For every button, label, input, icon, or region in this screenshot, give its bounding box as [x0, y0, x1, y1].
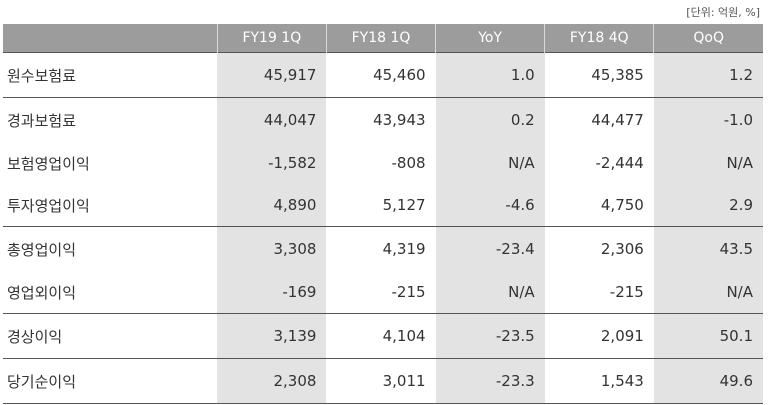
cell-fy19-1q: 2,308: [217, 358, 327, 404]
row-label: 경상이익: [3, 313, 218, 359]
cell-fy18-1q: 4,104: [326, 313, 436, 359]
table-row: 총영업이익 3,308 4,319 -23.4 2,306 43.5: [3, 226, 763, 271]
table-row: 경상이익 3,139 4,104 -23.5 2,091 50.1: [3, 313, 763, 359]
table-row: 원수보험료 45,917 45,460 1.0 45,385 1.2: [3, 52, 763, 98]
financial-table: FY19 1Q FY18 1Q YoY FY18 4Q QoQ 원수보험료 45…: [3, 24, 763, 404]
cell-fy18-4q: 4,750: [600, 196, 644, 214]
cell-yoy: -4.6: [435, 184, 545, 227]
row-label: 투자영업이익: [7, 196, 90, 215]
cell-fy18-1q: 4,319: [326, 226, 436, 271]
cell-yoy: N/A: [435, 142, 545, 184]
header-yoy: YoY: [435, 24, 545, 53]
cell-fy18-1q: -215: [391, 283, 426, 301]
row-label: 경과보험료: [3, 97, 218, 142]
cell-fy18-4q: 1,543: [544, 358, 654, 404]
cell-yoy: -23.4: [435, 226, 545, 271]
table-row: 투자영업이익 4,890 5,127 -4.6 4,750 2.9: [3, 184, 763, 227]
unit-note: [단위: 억원, %]: [686, 6, 760, 19]
cell-fy18-1q: 45,460: [326, 52, 436, 98]
cell-fy19-1q: -1,582: [217, 142, 327, 184]
header-fy18-4q: FY18 4Q: [544, 24, 654, 53]
cell-yoy: 1.0: [435, 52, 545, 98]
cell-fy18-1q: 3,011: [326, 358, 436, 404]
row-label: 원수보험료: [3, 52, 218, 98]
cell-qoq: 49.6: [653, 358, 763, 404]
row-label: 총영업이익: [3, 226, 218, 271]
cell-fy18-4q: 2,306: [544, 226, 654, 271]
cell-fy19-1q: 4,890: [217, 184, 327, 227]
cell-fy19-1q: 3,139: [217, 313, 327, 359]
table-row: 영업외이익 -169 -215 N/A -215 N/A: [3, 271, 763, 314]
cell-fy18-1q: -808: [391, 154, 426, 172]
row-label: 보험영업이익: [7, 154, 90, 173]
cell-qoq: 2.9: [653, 184, 763, 227]
cell-fy18-1q: 43,943: [326, 97, 436, 142]
cell-qoq: 43.5: [653, 226, 763, 271]
row-label: 당기순이익: [3, 358, 218, 404]
row-label: 영업외이익: [7, 283, 77, 302]
table-row: 보험영업이익 -1,582 -808 N/A -2,444 N/A: [3, 142, 763, 184]
header-qoq: QoQ: [653, 24, 763, 53]
cell-qoq: 1.2: [653, 52, 763, 98]
header-fy19-1q: FY19 1Q: [216, 24, 327, 53]
cell-fy18-1q: 5,127: [382, 196, 426, 214]
cell-fy18-4q: 44,477: [544, 97, 654, 142]
cell-qoq: N/A: [653, 271, 763, 314]
table-row: 경과보험료 44,047 43,943 0.2 44,477 -1.0: [3, 97, 763, 142]
cell-yoy: -23.3: [435, 358, 545, 404]
header-fy18-1q: FY18 1Q: [325, 24, 436, 53]
cell-fy19-1q: 44,047: [217, 97, 327, 142]
cell-fy19-1q: 45,917: [217, 52, 327, 98]
cell-fy18-4q: 2,091: [544, 313, 654, 359]
cell-fy19-1q: 3,308: [217, 226, 327, 271]
cell-yoy: N/A: [435, 271, 545, 314]
header-row: FY19 1Q FY18 1Q YoY FY18 4Q QoQ: [3, 24, 763, 53]
cell-qoq: -1.0: [653, 97, 763, 142]
cell-fy18-4q: 45,385: [544, 52, 654, 98]
header-cell: [3, 24, 218, 53]
cell-fy19-1q: -169: [217, 271, 327, 314]
cell-qoq: N/A: [653, 142, 763, 184]
cell-yoy: 0.2: [435, 97, 545, 142]
cell-qoq: 50.1: [653, 313, 763, 359]
table-row: 당기순이익 2,308 3,011 -23.3 1,543 49.6: [3, 358, 763, 404]
cell-yoy: -23.5: [435, 313, 545, 359]
cell-fy18-4q: -215: [609, 283, 644, 301]
cell-fy18-4q: -2,444: [595, 154, 644, 172]
